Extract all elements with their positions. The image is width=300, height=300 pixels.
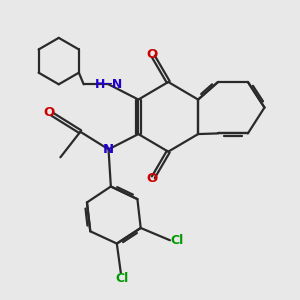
Text: N: N <box>103 143 114 156</box>
Text: O: O <box>44 106 55 119</box>
Text: H─N: H─N <box>94 78 123 91</box>
Text: Cl: Cl <box>116 272 129 285</box>
Text: O: O <box>146 172 157 185</box>
Text: O: O <box>146 48 157 61</box>
Text: Cl: Cl <box>171 234 184 247</box>
